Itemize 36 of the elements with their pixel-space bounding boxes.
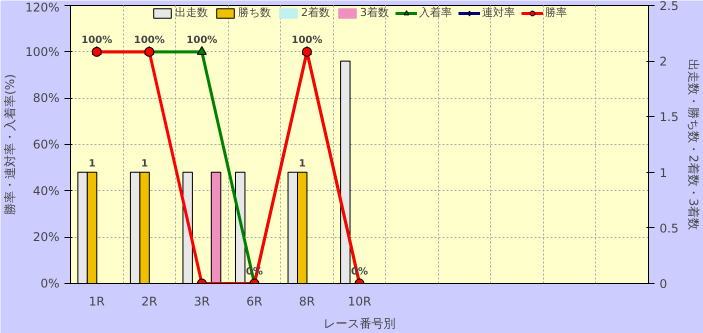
data-label: 100%	[134, 34, 165, 46]
y-axis-title: 勝率・連対率・入着率(%)	[3, 74, 18, 215]
y-tick-label: 20%	[32, 230, 60, 244]
x-tick-label: 3R	[194, 294, 210, 308]
y2-tick-label: 0	[660, 277, 668, 291]
x-tick-label: 2R	[141, 294, 158, 308]
x-tick-label: 1R	[88, 294, 105, 308]
x-tick-label: 6R	[246, 294, 262, 308]
x-tick-label: 8R	[298, 294, 315, 308]
y2-axis-title: 出走数・勝ち数・2着数・3着数	[686, 58, 701, 230]
legend-label: 勝ち数	[238, 5, 271, 20]
y2-tick-label: 2	[660, 54, 668, 69]
y-tick-label: 40%	[32, 184, 60, 198]
data-label: 1	[298, 158, 306, 170]
data-label: 1	[88, 158, 96, 170]
legend-label: 入着率	[419, 5, 452, 20]
y2-tick-label: 1	[660, 166, 668, 180]
y2-tick-label: 1.5	[660, 110, 679, 124]
data-label: 100%	[292, 34, 322, 46]
y-tick-label: 100%	[25, 44, 60, 59]
legend-label: 2着数	[301, 5, 330, 20]
legend-label: 勝率	[545, 5, 567, 20]
legend-label: 出走数	[175, 5, 208, 20]
y2-tick-label: 0.5	[660, 221, 679, 236]
legend-label: 3着数	[360, 5, 389, 20]
y-tick-label: 60%	[32, 138, 60, 152]
y-tick-label: 0%	[40, 276, 60, 290]
data-label: 100%	[81, 34, 112, 46]
y-tick-label: 80%	[32, 91, 60, 106]
x-tick-label: 10R	[348, 294, 372, 308]
y2-tick-label: 2.5	[660, 0, 679, 13]
legend-label: 連対率	[482, 5, 515, 20]
data-label: 1	[141, 158, 148, 170]
y-tick-label: 120%	[25, 0, 60, 14]
data-label: 100%	[186, 34, 218, 46]
x-axis-title: レース番号別	[324, 316, 396, 330]
